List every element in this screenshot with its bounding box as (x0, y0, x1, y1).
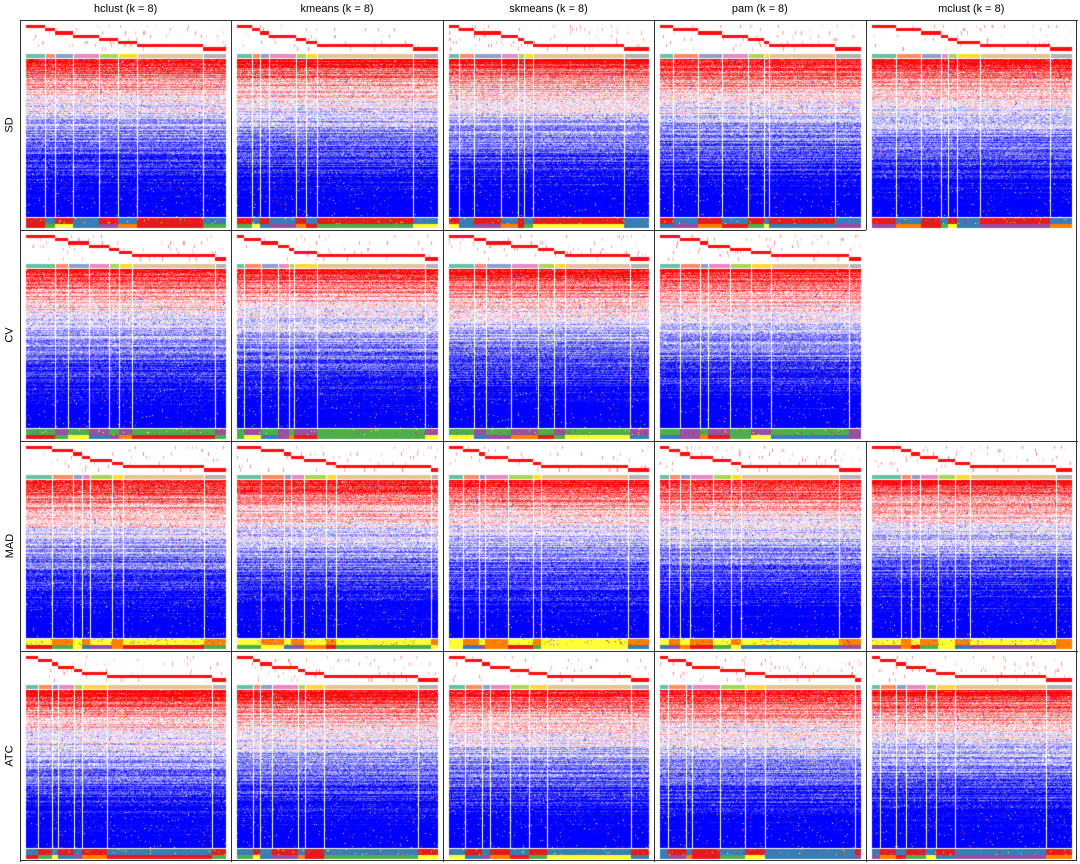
heatmap-panel-atc-pam (654, 651, 867, 862)
heatmap-canvas (444, 652, 655, 862)
heatmap-canvas (444, 21, 655, 231)
row-label-text: MAD (4, 533, 17, 558)
heatmap-panel-mad-kmeans (231, 441, 444, 652)
heatmap-panel-mad-skmeans (443, 441, 655, 652)
heatmap-canvas (655, 442, 867, 652)
heatmap-panel-mad-pam (654, 441, 867, 652)
heatmap-panel-atc-kmeans (231, 651, 444, 862)
heatmap-canvas (444, 442, 655, 652)
heatmap-canvas (867, 21, 1078, 231)
heatmap-panel-atc-hclust (20, 651, 232, 862)
column-title: skmeans (k = 8) (509, 3, 588, 15)
column-title: kmeans (k = 8) (300, 3, 374, 15)
heatmap-canvas (655, 21, 867, 231)
heatmap-panel-cv-skmeans (443, 230, 655, 442)
column-title: pam (k = 8) (731, 3, 788, 15)
column-title: mclust (k = 8) (938, 3, 1005, 15)
heatmap-panel-mad-hclust (20, 441, 232, 652)
row-label: ATC (0, 651, 20, 861)
heatmap-canvas (21, 21, 232, 231)
row-label: SD (0, 20, 20, 230)
heatmap-panel-cv-mclust (866, 230, 1078, 442)
heatmap-canvas (232, 21, 444, 231)
heatmap-canvas (21, 231, 232, 442)
heatmap-panel-cv-pam (654, 230, 867, 442)
heatmap-canvas (232, 231, 444, 442)
heatmap-canvas (232, 652, 444, 862)
heatmap-canvas (444, 231, 655, 442)
column-title: hclust (k = 8) (94, 3, 158, 15)
heatmap-panel-atc-skmeans (443, 651, 655, 862)
heatmap-canvas (21, 652, 232, 862)
row-label-text: CV (4, 327, 16, 344)
row-label: CV (0, 230, 20, 440)
heatmap-canvas (21, 442, 232, 652)
heatmap-panel-atc-mclust (866, 651, 1078, 862)
row-label: MAD (0, 441, 20, 651)
heatmap-panel-mad-mclust (866, 441, 1078, 652)
heatmap-panel-sd-hclust (20, 20, 232, 231)
row-label-text: SD (4, 117, 16, 133)
row-label-text: ATC (4, 745, 16, 767)
heatmap-canvas (867, 652, 1078, 862)
heatmap-panel-sd-kmeans (231, 20, 444, 231)
heatmap-panel-cv-hclust (20, 230, 232, 442)
heatmap-panel-sd-mclust (866, 20, 1078, 231)
heatmap-panel-sd-pam (654, 20, 867, 231)
heatmap-canvas (655, 231, 867, 442)
heatmap-canvas (655, 652, 867, 862)
heatmap-panel-sd-skmeans (443, 20, 655, 231)
heatmap-canvas (232, 442, 444, 652)
heatmap-panel-cv-kmeans (231, 230, 444, 442)
heatmap-canvas (867, 442, 1078, 652)
